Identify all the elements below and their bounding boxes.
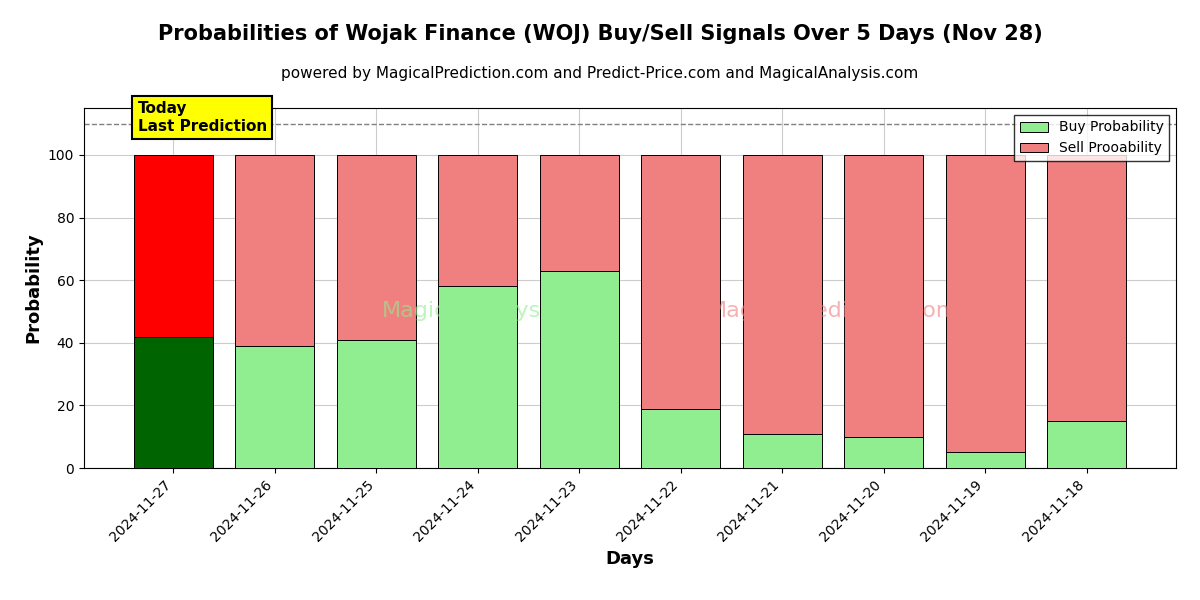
Bar [438,286,517,468]
X-axis label: Days: Days [606,550,654,568]
Text: MagicalAnalysis.com: MagicalAnalysis.com [383,301,614,322]
Bar [337,340,416,468]
Bar [540,271,619,468]
Bar [235,346,314,468]
Bar [743,155,822,434]
Text: MagicalPrediction.com: MagicalPrediction.com [708,301,959,322]
Text: powered by MagicalPrediction.com and Predict-Price.com and MagicalAnalysis.com: powered by MagicalPrediction.com and Pre… [281,66,919,81]
Bar [641,155,720,409]
Bar [844,437,923,468]
Bar [438,155,517,286]
Text: Probabilities of Wojak Finance (WOJ) Buy/Sell Signals Over 5 Days (Nov 28): Probabilities of Wojak Finance (WOJ) Buy… [157,24,1043,44]
Bar [133,337,212,468]
Bar [235,155,314,346]
Bar [1048,155,1127,421]
Bar [1048,421,1127,468]
Bar [946,452,1025,468]
Bar [540,155,619,271]
Text: Today
Last Prediction: Today Last Prediction [138,101,266,134]
Legend: Buy Probability, Sell Prooability: Buy Probability, Sell Prooability [1014,115,1169,161]
Y-axis label: Probability: Probability [24,233,42,343]
Bar [337,155,416,340]
Bar [641,409,720,468]
Bar [946,155,1025,452]
Bar [133,155,212,337]
Bar [844,155,923,437]
Bar [743,434,822,468]
